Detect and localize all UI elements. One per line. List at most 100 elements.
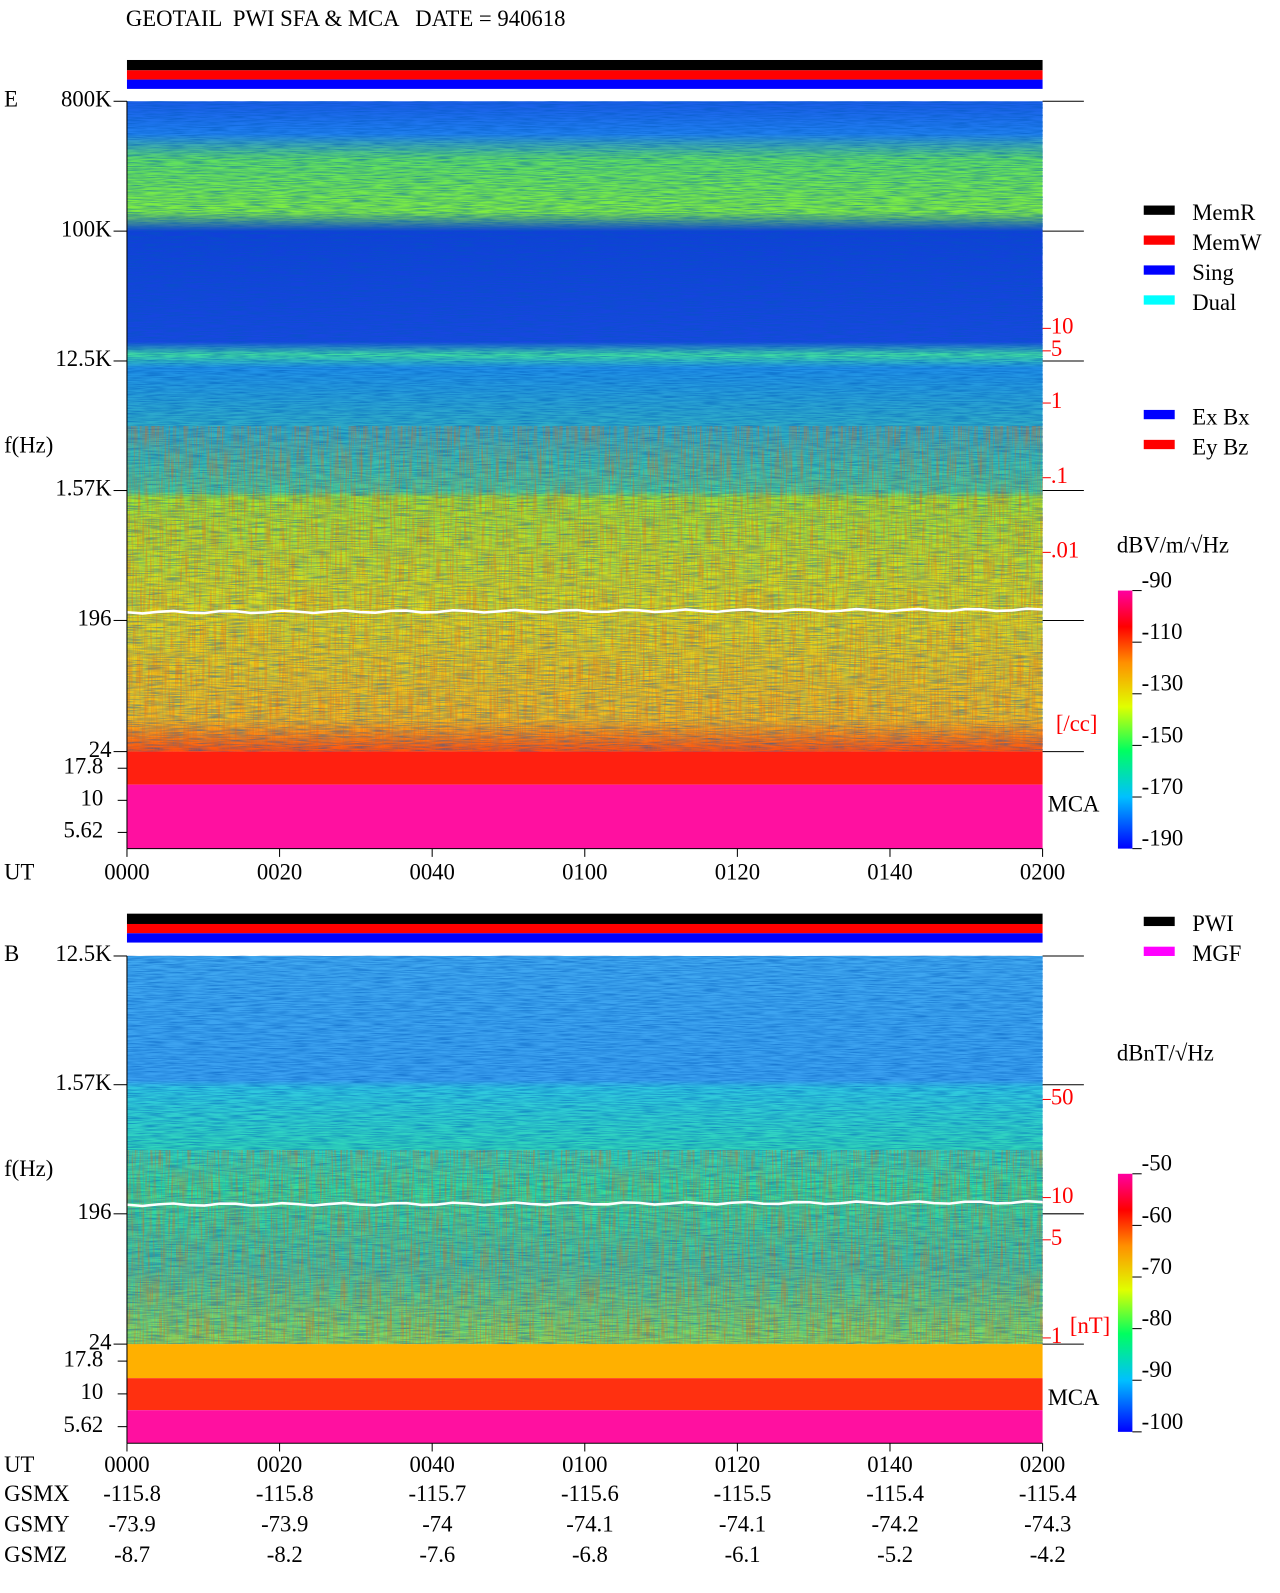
status-bar <box>126 79 1043 89</box>
orbit-row-label: GSMX <box>4 1481 70 1506</box>
y-tick-label: 24 <box>89 1329 112 1354</box>
mca-label: MCA <box>1048 792 1100 817</box>
x-tick-label: 0200 <box>1020 860 1065 885</box>
legend-label: MemR <box>1192 200 1256 225</box>
spectrogram-texture <box>126 426 1043 752</box>
x-tick-label: 0000 <box>104 1452 149 1477</box>
x-axis-label: UT <box>4 1452 34 1477</box>
legend-swatch <box>1143 265 1175 275</box>
y2-tick-label: 5 <box>1051 1225 1062 1250</box>
y2-tick-label: 10 <box>1051 314 1074 339</box>
colorbar-tick-label: -70 <box>1142 1254 1172 1279</box>
mca-band <box>126 1344 1043 1379</box>
mca-label: MCA <box>1048 1385 1100 1410</box>
mca-tick-label: 17.8 <box>64 1346 104 1371</box>
orbit-value: -8.7 <box>114 1542 150 1567</box>
orbit-value: -6.1 <box>725 1542 761 1567</box>
orbit-value: -74 <box>422 1512 452 1537</box>
orbit-value: -115.4 <box>866 1481 924 1506</box>
x-tick-label: 0020 <box>257 860 302 885</box>
colorbar <box>1117 1173 1133 1432</box>
status-bar <box>126 933 1043 943</box>
y2-tick-label: .1 <box>1051 463 1068 488</box>
orbit-value: -74.1 <box>719 1512 766 1537</box>
mca-band <box>126 1378 1043 1411</box>
mca-tick-label: 10 <box>81 786 104 811</box>
y2-unit: [/cc] <box>1056 711 1098 736</box>
colorbar-tick-label: -170 <box>1142 774 1184 799</box>
y-tick-label: 800K <box>61 86 112 111</box>
legend-swatch <box>1143 439 1175 450</box>
mca-tick-label: 5.62 <box>64 818 104 843</box>
colorbar-tick-label: -60 <box>1142 1202 1172 1227</box>
colorbar-tick-label: -190 <box>1142 826 1184 851</box>
mca-tick-label: 17.8 <box>64 753 104 778</box>
mca-tick-label: 10 <box>81 1379 104 1404</box>
status-bar <box>126 59 1043 71</box>
colorbar <box>1117 590 1133 849</box>
colorbar-tick-label: -90 <box>1142 568 1172 593</box>
y-tick-label: 100K <box>61 216 112 241</box>
y2-tick-label: .01 <box>1051 538 1079 563</box>
y-tick-label: 196 <box>77 606 111 631</box>
orbit-value: -5.2 <box>877 1542 913 1567</box>
orbit-value: -115.8 <box>256 1481 314 1506</box>
y-tick-label: 1.57K <box>55 1070 112 1095</box>
y-tick-label: 1.57K <box>55 476 112 501</box>
colorbar-tick-label: -130 <box>1142 671 1184 696</box>
mca-band <box>126 784 1043 849</box>
mca-tick-label: 5.62 <box>64 1412 104 1437</box>
x-tick-label: 0000 <box>104 860 149 885</box>
legend-swatch <box>1143 409 1175 420</box>
y2-tick-label: 1 <box>1051 388 1062 413</box>
status-bar <box>126 70 1043 80</box>
orbit-value: -115.5 <box>714 1481 772 1506</box>
x-tick-label: 0120 <box>715 860 760 885</box>
y2-unit: [nT] <box>1070 1313 1110 1338</box>
legend-label: Sing <box>1192 260 1234 285</box>
y-axis-label: f(Hz) <box>4 432 53 457</box>
legend-swatch <box>1143 205 1175 215</box>
orbit-value: -8.2 <box>267 1542 303 1567</box>
x-tick-label: 0200 <box>1020 1452 1065 1477</box>
spectrogram-texture <box>126 1150 1043 1345</box>
orbit-value: -73.9 <box>108 1512 155 1537</box>
orbit-value: -115.8 <box>103 1481 161 1506</box>
colorbar-label: dBnT/√Hz <box>1117 1040 1214 1065</box>
panel-label: E <box>4 86 18 111</box>
legend-swatch <box>1143 916 1175 927</box>
x-axis-label: UT <box>4 860 34 885</box>
orbit-value: -115.4 <box>1019 1481 1077 1506</box>
legend-swatch <box>1143 946 1175 956</box>
orbit-value: -74.1 <box>566 1512 613 1537</box>
legend-label: Dual <box>1192 290 1236 315</box>
legend-label: MemW <box>1192 230 1262 255</box>
colorbar-tick-label: -50 <box>1142 1151 1172 1176</box>
mca-band <box>126 1410 1043 1444</box>
x-tick-label: 0100 <box>562 1452 607 1477</box>
orbit-value: -115.6 <box>561 1481 619 1506</box>
panel-label: B <box>4 941 19 966</box>
orbit-value: -74.3 <box>1024 1512 1071 1537</box>
orbit-row-label: GSMY <box>4 1512 70 1537</box>
y-tick-label: 12.5K <box>55 346 112 371</box>
status-bar <box>126 923 1043 934</box>
y2-tick-label: 5 <box>1051 336 1062 361</box>
cyclotron-line <box>126 607 1043 615</box>
legend-label: MGF <box>1192 941 1241 966</box>
colorbar-tick-label: -110 <box>1142 619 1183 644</box>
legend-swatch <box>1143 295 1175 305</box>
figure-title: GEOTAIL PWI SFA & MCA DATE = 940618 <box>126 6 566 31</box>
legend-label: PWI <box>1192 911 1234 936</box>
orbit-row-label: GSMZ <box>4 1542 67 1567</box>
status-bar <box>126 913 1043 924</box>
cyclotron-line <box>126 1199 1043 1208</box>
orbit-value: -115.7 <box>408 1481 466 1506</box>
legend-label: Ey Bz <box>1192 434 1248 459</box>
colorbar-label: dBV/m/√Hz <box>1117 532 1229 557</box>
colorbar-tick-label: -150 <box>1142 722 1184 747</box>
y2-tick-label: 1 <box>1051 1323 1062 1348</box>
